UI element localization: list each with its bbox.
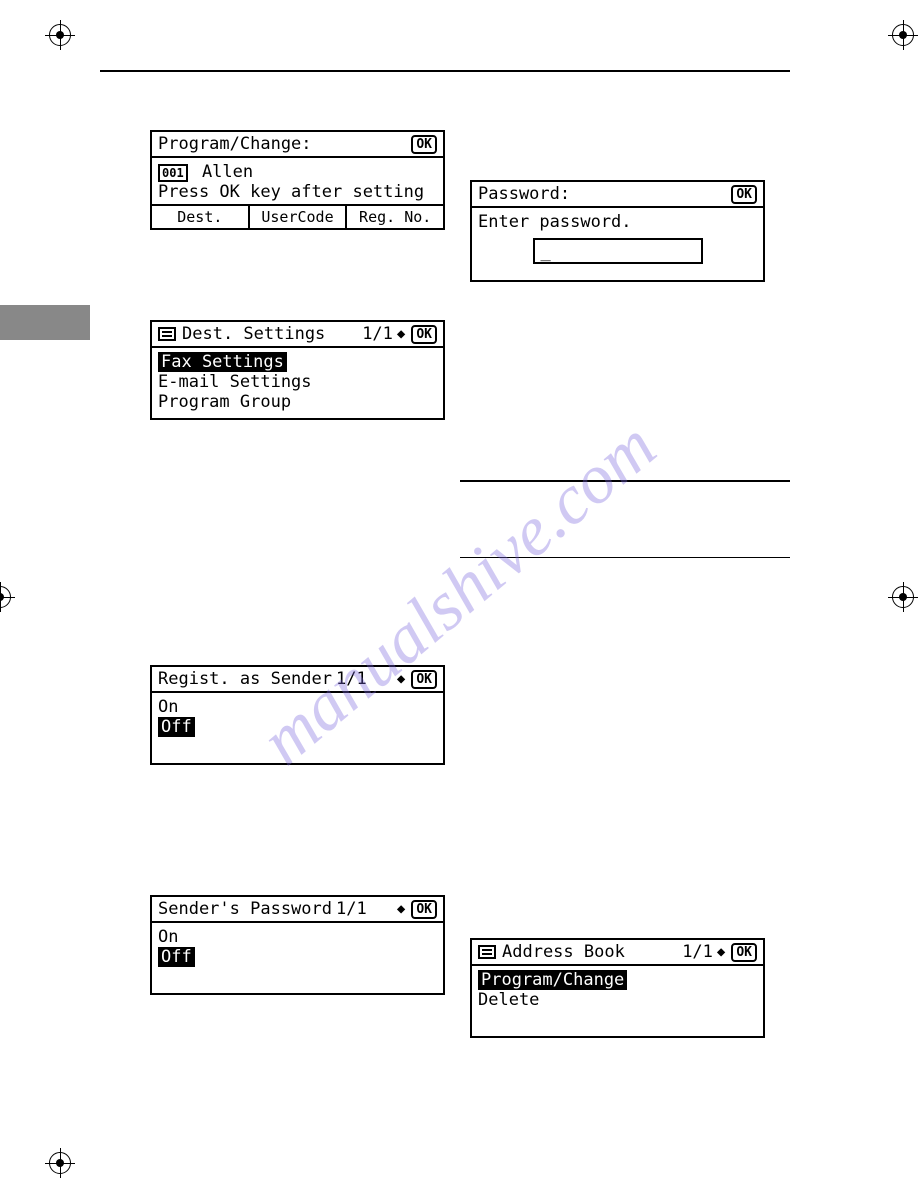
ok-button[interactable]: OK (731, 943, 757, 962)
option-on[interactable]: On (158, 927, 437, 947)
screen-body: On Off (152, 923, 443, 993)
prompt-text: Enter password. (478, 212, 757, 232)
screen-header: Password: OK (472, 182, 763, 208)
screen-body: Fax Settings E-mail Settings Program Gro… (152, 348, 443, 418)
screen-body: Program/Change Delete (472, 966, 763, 1036)
menu-item-delete[interactable]: Delete (478, 990, 757, 1010)
ok-button[interactable]: OK (411, 670, 437, 689)
screen-header: Program/Change: OK (152, 132, 443, 158)
tab-dest[interactable]: Dest. (152, 206, 250, 228)
menu-icon (158, 327, 176, 341)
option-off[interactable]: Off (158, 717, 195, 737)
entry-name: Allen (202, 162, 253, 182)
right-column: Password: OK Enter password. _ Address B… (460, 100, 790, 1038)
ok-button[interactable]: OK (411, 135, 437, 154)
ok-button[interactable]: OK (411, 900, 437, 919)
screen-header: Address Book 1/1 ◆ OK (472, 940, 763, 966)
entry-number: 001 (158, 164, 188, 182)
page-indicator: 1/1 (362, 324, 393, 344)
crop-mark-tr (888, 20, 918, 50)
screen-regist-sender: Regist. as Sender 1/1 ◆ OK On Off (150, 665, 445, 765)
content-area: Program/Change: OK 001 Allen Press OK ke… (100, 100, 790, 1038)
screen-password: Password: OK Enter password. _ (470, 180, 765, 282)
updown-icon: ◆ (397, 901, 405, 917)
page-indicator: 1/1 (336, 669, 367, 689)
screen-address-book: Address Book 1/1 ◆ OK Program/Change Del… (470, 938, 765, 1038)
screen-header: Sender's Password 1/1 ◆ OK (152, 897, 443, 923)
title-label: Program/Change: (158, 134, 312, 154)
option-off[interactable]: Off (158, 947, 195, 967)
option-on[interactable]: On (158, 697, 437, 717)
ok-button[interactable]: OK (731, 185, 757, 204)
menu-item-group[interactable]: Program Group (158, 392, 437, 412)
page-indicator: 1/1 (682, 942, 713, 962)
updown-icon: ◆ (717, 944, 725, 960)
menu-item-email[interactable]: E-mail Settings (158, 372, 437, 392)
tab-regno[interactable]: Reg. No. (347, 206, 443, 228)
page-top-rule (100, 70, 790, 72)
menu-item-program-change[interactable]: Program/Change (478, 970, 627, 990)
password-input[interactable]: _ (533, 238, 703, 264)
crop-mark-bl (45, 1148, 75, 1178)
screen-header: Dest. Settings 1/1 ◆ OK (152, 322, 443, 348)
screen-header: Regist. as Sender 1/1 ◆ OK (152, 667, 443, 693)
section-tab (0, 305, 90, 340)
tab-usercode[interactable]: UserCode (250, 206, 348, 228)
bottom-tabs: Dest. UserCode Reg. No. (152, 204, 443, 228)
screen-body: On Off (152, 693, 443, 763)
crop-mark-ml (0, 582, 15, 612)
screen-program-change: Program/Change: OK 001 Allen Press OK ke… (150, 130, 445, 230)
screen-dest-settings: Dest. Settings 1/1 ◆ OK Fax Settings E-m… (150, 320, 445, 420)
title-label: Password: (478, 184, 570, 204)
ok-button[interactable]: OK (411, 325, 437, 344)
prompt-text: Press OK key after setting (158, 182, 437, 202)
title-label: Sender's Password (158, 899, 332, 919)
menu-item-fax[interactable]: Fax Settings (158, 352, 287, 372)
page-indicator: 1/1 (336, 899, 367, 919)
crop-mark-mr (888, 582, 918, 612)
title-label: Address Book (502, 942, 625, 962)
title-label: Dest. Settings (182, 324, 325, 344)
title-label: Regist. as Sender (158, 669, 332, 689)
updown-icon: ◆ (397, 326, 405, 342)
cursor: _ (541, 242, 551, 262)
left-column: Program/Change: OK 001 Allen Press OK ke… (100, 100, 440, 1038)
menu-icon (478, 945, 496, 959)
crop-mark-tl (45, 20, 75, 50)
screen-body: Enter password. _ (472, 208, 763, 280)
updown-icon: ◆ (397, 671, 405, 687)
screen-body: 001 Allen Press OK key after setting (152, 158, 443, 204)
screen-sender-password: Sender's Password 1/1 ◆ OK On Off (150, 895, 445, 995)
